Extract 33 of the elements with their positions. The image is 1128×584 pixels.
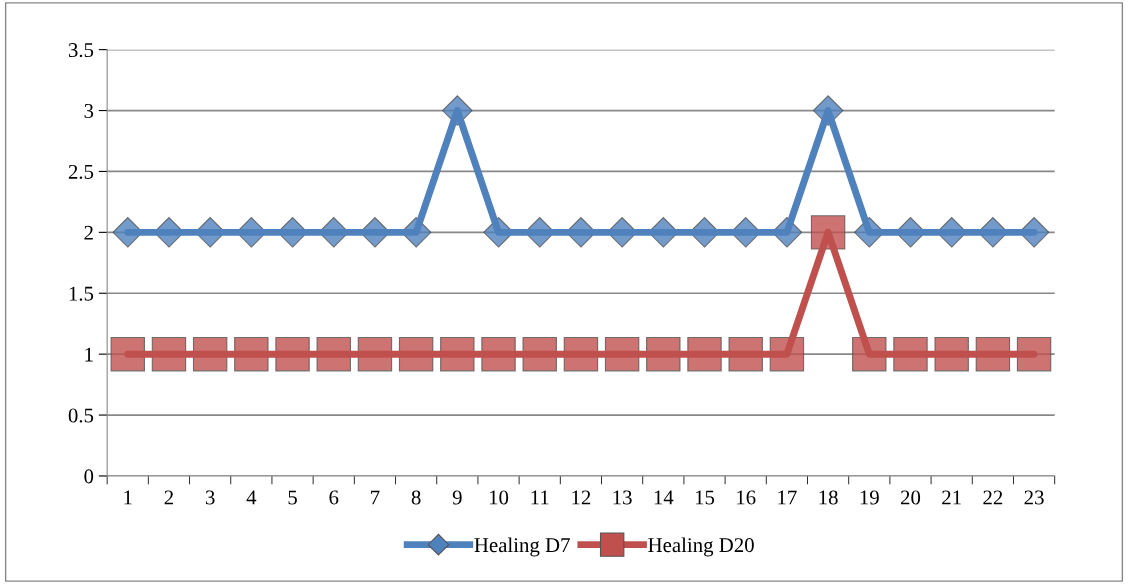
x-tick-label: 5 xyxy=(288,490,297,505)
x-tick-label: 3 xyxy=(205,490,215,505)
legend-label: Healing D7 xyxy=(474,537,570,557)
y-tick-label: 1 xyxy=(85,347,93,362)
y-tick-label: 3 xyxy=(84,103,94,118)
x-tick-label: 13 xyxy=(613,490,632,505)
x-tick-label: 12 xyxy=(572,490,591,505)
y-tick-label: 0 xyxy=(84,469,94,484)
y-tick-label: 2 xyxy=(84,225,93,240)
x-tick-label: 9 xyxy=(452,490,462,505)
x-tick-label: 10 xyxy=(489,490,509,505)
x-tick-label: 15 xyxy=(695,490,715,505)
x-tick-label: 2 xyxy=(164,490,174,505)
x-tick-label: 21 xyxy=(942,490,961,505)
x-tick-label: 20 xyxy=(900,490,921,505)
x-tick-label: 19 xyxy=(860,490,879,505)
x-tick-label: 14 xyxy=(654,490,674,505)
x-tick-label: 1 xyxy=(124,490,132,505)
x-tick-label: 7 xyxy=(371,490,380,505)
y-tick-label: 1.5 xyxy=(69,286,94,301)
y-tick-label: 0.5 xyxy=(68,408,94,423)
x-tick-label: 23 xyxy=(1024,490,1044,505)
legend-label: Healing D20 xyxy=(648,537,754,557)
x-tick-label: 6 xyxy=(329,490,339,505)
y-tick-label: 2.5 xyxy=(68,164,94,179)
x-tick-label: 11 xyxy=(531,490,549,505)
y-tick-label: 3.5 xyxy=(68,43,94,58)
x-tick-label: 18 xyxy=(819,490,838,505)
x-tick-label: 22 xyxy=(983,490,1003,505)
x-tick-label: 17 xyxy=(778,490,797,505)
x-tick-label: 8 xyxy=(411,490,421,505)
x-tick-label: 16 xyxy=(737,490,756,505)
x-tick-label: 4 xyxy=(246,490,257,505)
